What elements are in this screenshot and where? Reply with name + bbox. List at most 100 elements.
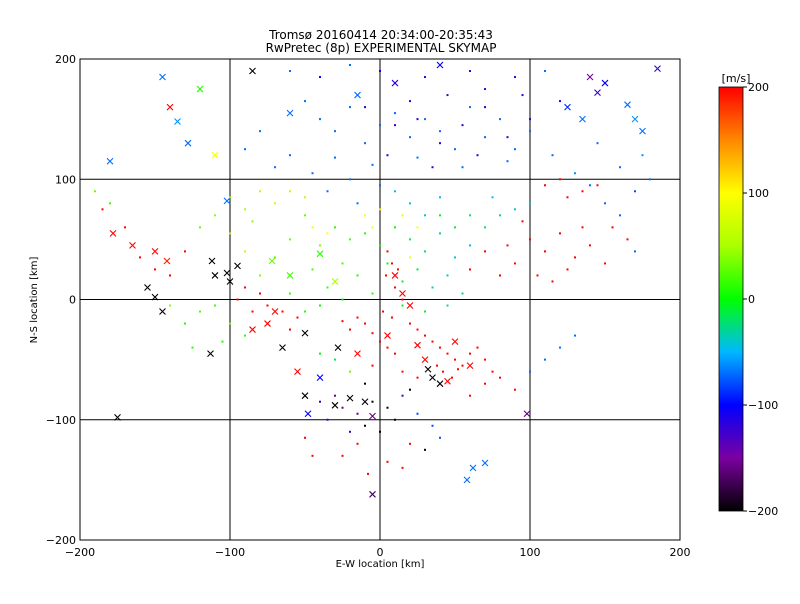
- data-point: [124, 226, 126, 229]
- data-point: [296, 316, 299, 319]
- data-point-x: [436, 61, 444, 69]
- data-point: [634, 190, 636, 193]
- data-point: [274, 202, 276, 205]
- data-point: [304, 436, 306, 439]
- data-point: [521, 220, 524, 223]
- data-point-x: [316, 374, 324, 382]
- data-point-x: [624, 101, 631, 109]
- data-point: [401, 214, 404, 217]
- data-point: [371, 292, 374, 295]
- data-point: [379, 430, 381, 433]
- data-point: [401, 298, 404, 301]
- data-point-x: [601, 79, 609, 87]
- data-point: [326, 418, 329, 421]
- data-point-x: [211, 272, 219, 279]
- data-point: [634, 250, 636, 253]
- data-point: [409, 442, 411, 445]
- data-point: [379, 184, 381, 187]
- data-point: [371, 364, 374, 367]
- data-point: [379, 208, 381, 211]
- data-point-x: [207, 350, 214, 358]
- data-point: [364, 322, 366, 325]
- data-point: [424, 334, 426, 337]
- data-point: [439, 232, 441, 235]
- data-point: [431, 340, 434, 343]
- data-point: [334, 358, 336, 361]
- data-point: [341, 406, 344, 409]
- y-tick-label: 200: [55, 53, 76, 66]
- data-point: [244, 208, 246, 211]
- data-point: [289, 328, 291, 331]
- data-point: [251, 220, 254, 223]
- data-point-x: [399, 290, 406, 297]
- data-point-x: [234, 262, 241, 270]
- data-point: [356, 316, 359, 319]
- data-point: [319, 352, 321, 355]
- data-point: [304, 100, 306, 103]
- data-point: [619, 214, 621, 217]
- data-point: [514, 76, 516, 79]
- data-point-x: [286, 272, 294, 279]
- data-point: [154, 268, 156, 271]
- data-point: [94, 190, 96, 193]
- data-point: [424, 118, 426, 121]
- data-point-x: [114, 413, 121, 421]
- data-point: [544, 70, 546, 73]
- data-point: [544, 358, 546, 361]
- data-point: [416, 412, 419, 415]
- data-point: [589, 184, 591, 187]
- data-point: [574, 334, 576, 337]
- plot-frame: [79, 58, 681, 541]
- data-point: [334, 156, 336, 159]
- data-point: [416, 376, 419, 379]
- data-point: [304, 214, 306, 217]
- data-point: [529, 238, 531, 241]
- x-tick-label: 0: [377, 546, 384, 559]
- data-point: [221, 340, 224, 343]
- data-point: [439, 214, 441, 217]
- data-point: [514, 388, 516, 391]
- data-point: [521, 94, 524, 97]
- data-point: [484, 382, 486, 385]
- data-point: [371, 332, 374, 335]
- data-point-x: [106, 157, 114, 165]
- data-point: [469, 352, 471, 355]
- data-point: [611, 226, 614, 229]
- colorbar-tick-label: 200: [748, 81, 769, 94]
- data-point: [379, 70, 381, 73]
- data-point-x: [414, 341, 421, 349]
- data-point: [364, 382, 366, 385]
- data-point-x: [174, 118, 181, 125]
- data-point: [326, 232, 329, 235]
- x-tick-label: 200: [670, 546, 691, 559]
- data-point: [641, 154, 644, 157]
- data-point: [469, 394, 471, 397]
- data-point: [566, 268, 569, 271]
- data-point: [451, 376, 453, 379]
- data-point: [469, 214, 471, 217]
- y-tick-label: −200: [46, 534, 76, 547]
- data-point-x: [391, 79, 399, 87]
- data-point: [454, 256, 456, 259]
- data-point: [386, 262, 389, 265]
- data-point: [364, 106, 366, 109]
- x-tick-label: 100: [520, 546, 541, 559]
- data-point-x: [109, 229, 117, 237]
- data-point: [379, 124, 381, 127]
- data-point: [457, 368, 459, 371]
- data-point: [446, 94, 449, 97]
- data-point: [559, 100, 561, 103]
- data-point-x: [151, 293, 159, 301]
- data-point: [394, 190, 396, 193]
- data-point-x: [304, 410, 312, 418]
- data-point: [439, 196, 441, 199]
- data-point: [439, 346, 441, 349]
- data-point-x: [271, 308, 279, 315]
- data-point: [461, 166, 464, 169]
- data-point: [401, 304, 404, 307]
- data-point-x: [301, 392, 309, 400]
- data-point: [446, 304, 449, 307]
- data-point: [604, 202, 606, 205]
- data-point: [581, 190, 584, 193]
